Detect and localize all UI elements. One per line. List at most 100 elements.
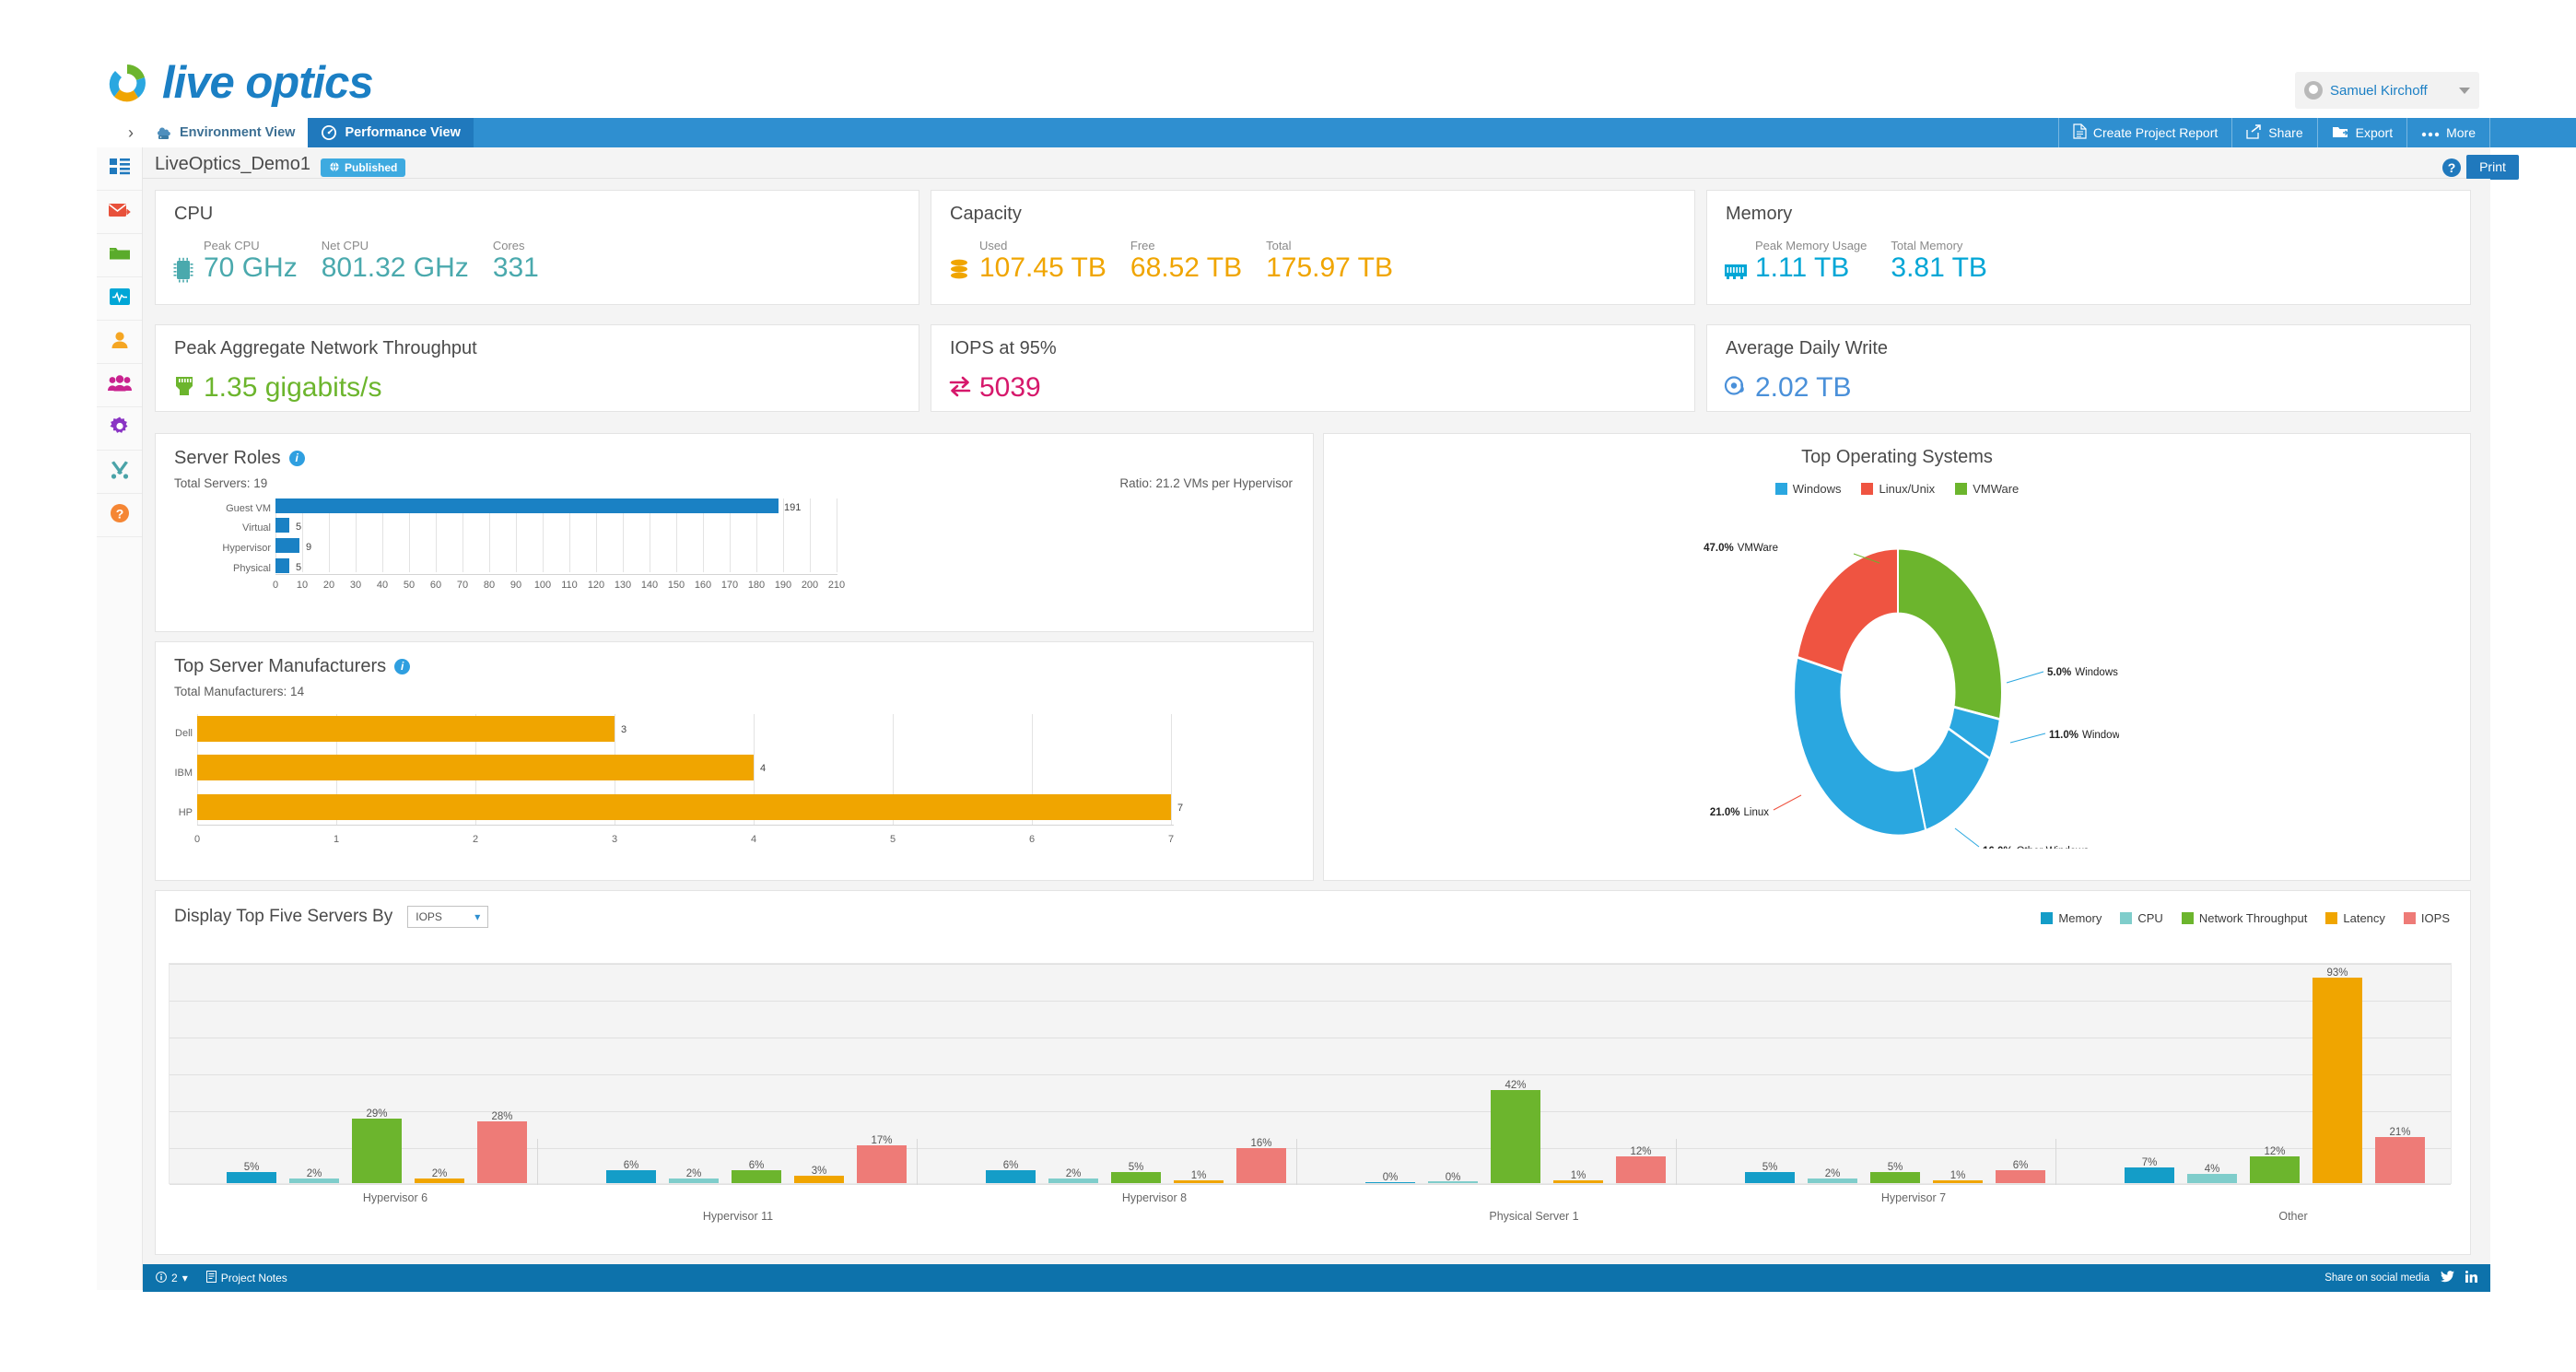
bar-other-cpu — [2187, 1174, 2237, 1183]
rail-item-group[interactable] — [97, 364, 142, 407]
legend-swatch-cpu — [2120, 912, 2133, 924]
manufacturers-card: Top Server Manufacturers i Total Manufac… — [155, 641, 1314, 881]
top-five-servers-card: Display Top Five Servers By IOPS ▾ Memor… — [155, 890, 2471, 1255]
bar-label-hypervisor-7-network-throughput: 5% — [1887, 1162, 1903, 1173]
manufacturers-header: Top Server Manufacturers i — [174, 656, 411, 677]
memory-stick-icon — [1724, 255, 1750, 283]
create-project-report-button[interactable]: Create Project Report — [2057, 118, 2231, 147]
rail-item-mail[interactable] — [97, 191, 142, 234]
disk-stack-icon — [948, 255, 974, 283]
server-roles-card: Server Roles i Total Servers: 19 Ratio: … — [155, 433, 1314, 632]
bar-hypervisor-11-cpu — [669, 1179, 719, 1183]
bar-label-physical-server-1-cpu: 0% — [1445, 1172, 1461, 1183]
manufacturers-xtick-6: 6 — [1028, 834, 1036, 845]
kpi-card-cpu-metrics: Peak CPU 70 GHz Net CPU 801.32 GHz Cores… — [172, 239, 563, 283]
twitter-icon[interactable] — [2441, 1271, 2454, 1285]
create-project-report-label: Create Project Report — [2092, 125, 2219, 140]
legend-item-network-throughput[interactable]: Network Throughput — [2181, 911, 2307, 925]
status-badge: Published — [321, 158, 406, 177]
server-roles-xtick-17: 170 — [720, 580, 739, 591]
metric-select[interactable]: IOPS ▾ — [407, 906, 489, 928]
kpi-card-average-daily-write-value-row: 2.02 TB — [1724, 373, 1852, 403]
server-roles-bar-label-2: Hypervisor — [222, 543, 271, 554]
manufacturers-bar-value-0: 3 — [621, 724, 627, 735]
legend-label-iops: IOPS — [2420, 911, 2450, 925]
rail-item-dashboard[interactable] — [97, 147, 142, 191]
legend-swatch-vmware — [1955, 483, 1968, 495]
info-icon[interactable]: i — [394, 659, 411, 674]
server-roles-xtick-20: 200 — [801, 580, 819, 591]
kpi-metric-peak-memory: Peak Memory Usage 1.11 TB — [1755, 239, 1867, 283]
server-roles-bar-0 — [275, 498, 779, 513]
manufacturers-xtick-4: 4 — [750, 834, 757, 845]
rail-item-help[interactable]: ? — [97, 494, 142, 537]
legend-label-cpu: CPU — [2137, 911, 2163, 925]
donut-slice-other-windows — [1793, 655, 1927, 838]
server-roles-xtick-2: 20 — [322, 580, 335, 591]
kpi-metric-total-capacity: Total 175.97 TB — [1266, 239, 1393, 283]
bar-label-hypervisor-6-cpu: 2% — [306, 1168, 322, 1179]
legend-swatch-windows — [1774, 483, 1787, 495]
bar-label-hypervisor-8-latency: 1% — [1190, 1170, 1207, 1181]
document-icon — [2073, 123, 2087, 142]
rail-item-monitor[interactable] — [97, 277, 142, 321]
kpi-metric-total-memory-value: 3.81 TB — [1891, 252, 1987, 283]
manufacturers-xtick-2: 2 — [472, 834, 479, 845]
kpi-metric-used-value: 107.45 TB — [979, 252, 1107, 283]
brand-logo[interactable]: live optics — [103, 57, 374, 109]
footer-notifications[interactable]: 2 ▾ — [156, 1271, 188, 1285]
server-roles-xtick-4: 40 — [376, 580, 389, 591]
legend-label-linux-unix: Linux/Unix — [1879, 482, 1936, 496]
server-roles-xtick-6: 60 — [429, 580, 442, 591]
legend-item-iops[interactable]: IOPS — [2403, 911, 2450, 925]
legend-item-memory[interactable]: Memory — [2041, 911, 2102, 925]
top-five-servers-heading: Display Top Five Servers By — [174, 907, 393, 926]
legend-item-vmware[interactable]: VMWare — [1955, 482, 2019, 496]
bar-label-physical-server-1-latency: 1% — [1570, 1170, 1587, 1181]
server-roles-bar-2 — [275, 538, 299, 553]
metric-select-value: IOPS — [416, 910, 442, 923]
server-roles-bar-label-1: Virtual — [242, 522, 271, 534]
kpi-card-memory: Memory Peak Memory Usage 1.11 TB Total M… — [1706, 190, 2471, 305]
rail-item-tools[interactable] — [97, 451, 142, 494]
notes-icon — [205, 1271, 217, 1285]
share-button[interactable]: Share — [2231, 118, 2316, 147]
linkedin-icon[interactable] — [2465, 1271, 2477, 1285]
footer-share-label: Share on social media — [2324, 1272, 2430, 1284]
tab-environment-view[interactable]: Environment View — [143, 118, 309, 147]
legend-item-windows[interactable]: Windows — [1774, 482, 1841, 496]
server-roles-xtick-16: 160 — [694, 580, 712, 591]
rail-item-settings[interactable] — [97, 407, 142, 451]
kpi-metric-total-memory-label: Total Memory — [1891, 239, 1963, 252]
group-label-physical-server-1: Physical Server 1 — [1489, 1210, 1579, 1223]
bar-hypervisor-8-cpu — [1048, 1179, 1098, 1183]
kpi-card-average-daily-write: Average Daily Write 2.02 TB — [1706, 324, 2471, 412]
tab-performance-view[interactable]: Performance View — [308, 118, 474, 147]
rail-item-folder[interactable] — [97, 234, 142, 277]
kpi-card-average-daily-write-title: Average Daily Write — [1726, 338, 1888, 358]
print-button[interactable]: Print — [2466, 155, 2519, 180]
sidebar-expander-chevron-right-icon[interactable]: › — [128, 123, 134, 142]
info-icon — [156, 1271, 167, 1285]
legend-item-latency[interactable]: Latency — [2325, 911, 2385, 925]
dashboard-icon — [109, 158, 130, 181]
group-label-hypervisor-6: Hypervisor 6 — [362, 1191, 428, 1204]
rail-item-user[interactable] — [97, 321, 142, 364]
help-button[interactable]: ? — [2442, 158, 2461, 177]
svg-text:11.0%Windows Server 2008: 11.0%Windows Server 2008 — [2049, 730, 2119, 741]
info-icon[interactable]: i — [288, 451, 305, 466]
server-roles-xtick-7: 70 — [456, 580, 469, 591]
footer-bar: 2 ▾ Project Notes Share on social media — [143, 1264, 2490, 1292]
more-button[interactable]: More — [2406, 118, 2490, 147]
group-label-hypervisor-8: Hypervisor 8 — [1121, 1191, 1188, 1204]
footer-project-notes[interactable]: Project Notes — [205, 1271, 287, 1285]
gauge-icon — [321, 124, 337, 141]
legend-item-linux-unix[interactable]: Linux/Unix — [1861, 482, 1935, 496]
export-button[interactable]: Export — [2316, 118, 2406, 147]
bar-physical-server-1-latency — [1553, 1180, 1603, 1183]
legend-swatch-linux-unix — [1861, 483, 1874, 495]
legend-swatch-memory — [2041, 912, 2054, 924]
legend-item-cpu[interactable]: CPU — [2120, 911, 2163, 925]
user-menu[interactable]: Samuel Kirchoff — [2295, 72, 2479, 109]
bar-hypervisor-7-latency — [1933, 1180, 1983, 1183]
